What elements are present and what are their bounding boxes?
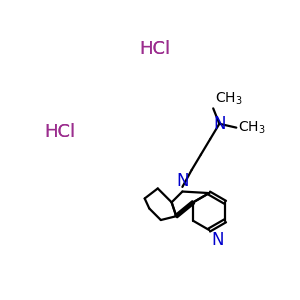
Text: N: N bbox=[212, 231, 224, 249]
Text: N: N bbox=[213, 115, 226, 133]
Text: CH$_3$: CH$_3$ bbox=[238, 119, 266, 136]
Text: HCl: HCl bbox=[44, 123, 75, 141]
Text: CH$_3$: CH$_3$ bbox=[215, 90, 242, 107]
Text: HCl: HCl bbox=[140, 40, 171, 58]
Text: HCl: HCl bbox=[44, 123, 75, 141]
Text: N: N bbox=[176, 172, 189, 190]
Text: HCl: HCl bbox=[140, 40, 171, 58]
